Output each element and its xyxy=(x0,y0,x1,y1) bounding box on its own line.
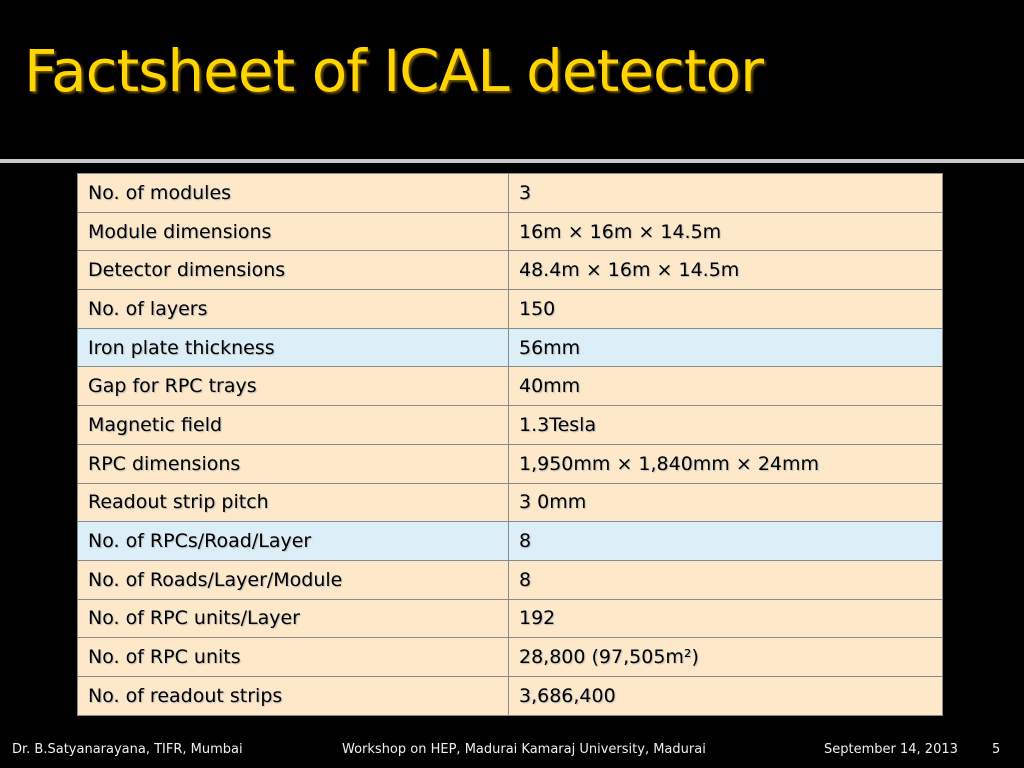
table-row: No. of modules 3 xyxy=(77,173,943,213)
factsheet-table: No. of modules 3 Module dimensions 16m × 16… xyxy=(77,173,943,716)
table-row: No. of RPC units 28,800 (97,505m²) xyxy=(77,637,943,677)
table-row: Gap for RPC trays 40mm xyxy=(77,366,943,407)
row-value: 8 xyxy=(508,521,943,561)
row-label: No. of readout strips xyxy=(77,675,509,716)
title-bar: Factsheet of ICAL detector xyxy=(0,0,1024,160)
row-value: 28,800 (97,505m²) xyxy=(508,637,943,677)
row-label: No. of modules xyxy=(77,173,509,213)
row-label: Detector dimensions xyxy=(77,250,509,291)
row-value: 1,950mm × 1,840mm × 24mm xyxy=(508,443,943,484)
row-label: Readout strip pitch xyxy=(77,482,509,523)
row-value: 3,686,400 xyxy=(508,675,943,716)
row-value: 1.3Tesla xyxy=(508,405,943,445)
row-label: Iron plate thickness xyxy=(77,327,509,368)
row-label: RPC dimensions xyxy=(77,443,509,484)
row-value: 40mm xyxy=(508,366,943,407)
table-row: No. of layers 150 xyxy=(77,289,943,329)
row-label: Module dimensions xyxy=(77,211,509,252)
footer-date: September 14, 2013 xyxy=(824,742,958,757)
row-value: 150 xyxy=(508,289,943,329)
row-label: No. of Roads/Layer/Module xyxy=(77,559,509,600)
row-value: 3 xyxy=(508,173,943,213)
row-label: No. of RPC units/Layer xyxy=(77,598,509,639)
row-label: No. of layers xyxy=(77,289,509,329)
row-label: No. of RPCs/Road/Layer xyxy=(77,521,509,561)
table-row: No. of readout strips 3,686,400 xyxy=(77,675,943,716)
table-row: Magnetic field 1.3Tesla xyxy=(77,405,943,445)
row-value: 192 xyxy=(508,598,943,639)
row-value: 3 0mm xyxy=(508,482,943,523)
table-row: No. of Roads/Layer/Module 8 xyxy=(77,559,943,600)
row-value: 8 xyxy=(508,559,943,600)
table-row: No. of RPCs/Road/Layer 8 xyxy=(77,521,943,561)
slide-title: Factsheet of ICAL detector xyxy=(24,37,764,105)
footer-author: Dr. B.Satyanarayana, TIFR, Mumbai xyxy=(12,742,243,757)
row-value: 56mm xyxy=(508,327,943,368)
table-row: Iron plate thickness 56mm xyxy=(77,327,943,368)
title-divider xyxy=(0,159,1024,163)
row-value: 16m × 16m × 14.5m xyxy=(508,211,943,252)
table-row: RPC dimensions 1,950mm × 1,840mm × 24mm xyxy=(77,443,943,484)
row-label: No. of RPC units xyxy=(77,637,509,677)
table-row: No. of RPC units/Layer 192 xyxy=(77,598,943,639)
factsheet-table-container: No. of modules 3 Module dimensions 16m × 16… xyxy=(77,173,943,716)
table-row: Module dimensions 16m × 16m × 14.5m xyxy=(77,211,943,252)
footer-event: Workshop on HEP, Madurai Kamaraj Univers… xyxy=(342,742,706,757)
table-row: Detector dimensions 48.4m × 16m × 14.5m xyxy=(77,250,943,291)
table-row: Readout strip pitch 3 0mm xyxy=(77,482,943,523)
page-number: 5 xyxy=(992,742,1001,757)
row-value: 48.4m × 16m × 14.5m xyxy=(508,250,943,291)
row-label: Gap for RPC trays xyxy=(77,366,509,407)
row-label: Magnetic field xyxy=(77,405,509,445)
